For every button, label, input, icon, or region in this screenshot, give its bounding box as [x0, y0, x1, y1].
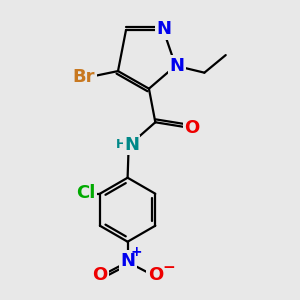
Text: Cl: Cl — [76, 184, 96, 202]
Text: O: O — [148, 266, 163, 284]
Text: +: + — [131, 245, 142, 260]
Text: Br: Br — [73, 68, 95, 86]
Text: O: O — [184, 118, 199, 136]
Text: N: N — [120, 252, 135, 270]
Text: N: N — [170, 57, 185, 75]
Text: N: N — [124, 136, 140, 154]
Text: −: − — [163, 260, 175, 275]
Text: O: O — [92, 266, 107, 284]
Text: N: N — [156, 20, 171, 38]
Text: H: H — [116, 138, 126, 151]
